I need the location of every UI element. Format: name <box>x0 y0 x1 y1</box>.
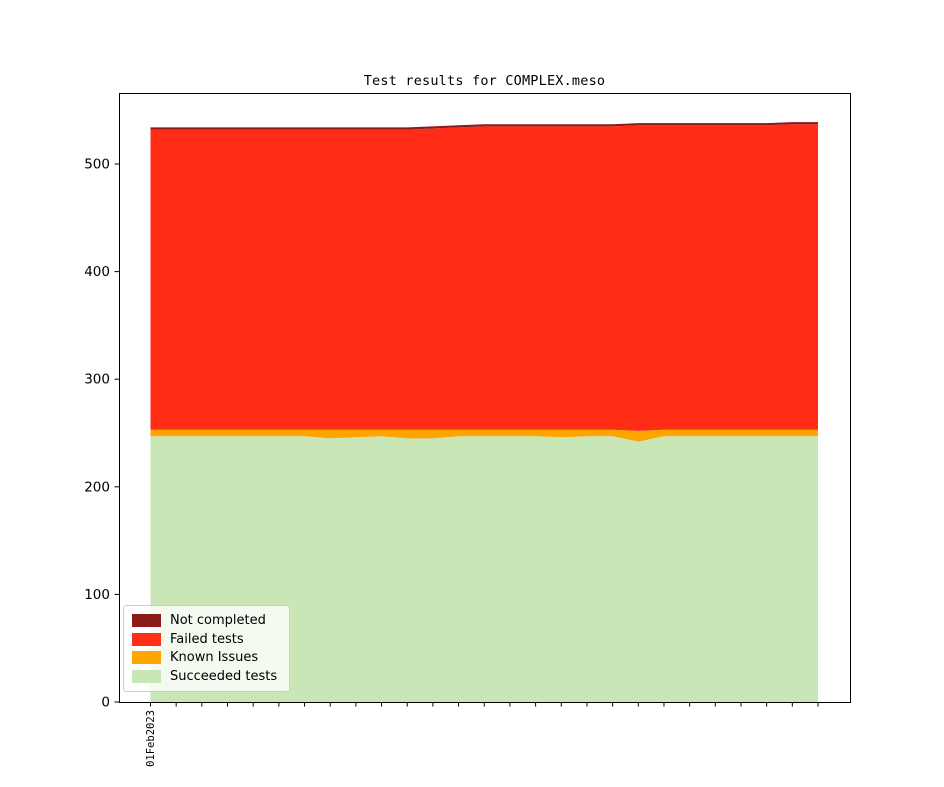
legend-row-not-completed: Not completed <box>132 613 281 628</box>
area-succeeded-tests <box>150 436 818 702</box>
legend-swatch-not-completed <box>132 613 161 627</box>
legend-swatch-failed-tests <box>132 632 161 646</box>
area-known-issues <box>150 429 818 442</box>
legend: Not completed Failed tests Known Issues Suc… <box>123 605 290 692</box>
y-tick-label: 0 <box>101 695 110 711</box>
y-tick-label: 100 <box>84 587 110 603</box>
area-failed-tests <box>150 124 818 431</box>
legend-label-not-completed: Not completed <box>170 612 266 628</box>
chart-title: Test results for COMPLEX.meso <box>363 73 606 89</box>
legend-swatch-succeeded-tests <box>132 670 161 684</box>
legend-row-known-issues: Known Issues <box>132 650 281 665</box>
legend-row-succeeded-tests: Succeeded tests <box>132 669 281 684</box>
legend-swatch-known-issues <box>132 651 161 665</box>
y-tick-label: 200 <box>84 479 110 495</box>
legend-label-succeeded-tests: Succeeded tests <box>170 669 278 685</box>
y-tick-label: 300 <box>84 372 110 388</box>
axes-frame <box>119 93 851 703</box>
y-tick-label: 500 <box>84 157 110 173</box>
area-not-completed <box>150 122 818 130</box>
legend-label-known-issues: Known Issues <box>170 650 259 666</box>
legend-row-failed-tests: Failed tests <box>132 632 281 647</box>
y-tick-label: 400 <box>84 264 110 280</box>
x-tick-label: 01Feb2023 <box>145 710 157 767</box>
legend-label-failed-tests: Failed tests <box>170 631 244 647</box>
